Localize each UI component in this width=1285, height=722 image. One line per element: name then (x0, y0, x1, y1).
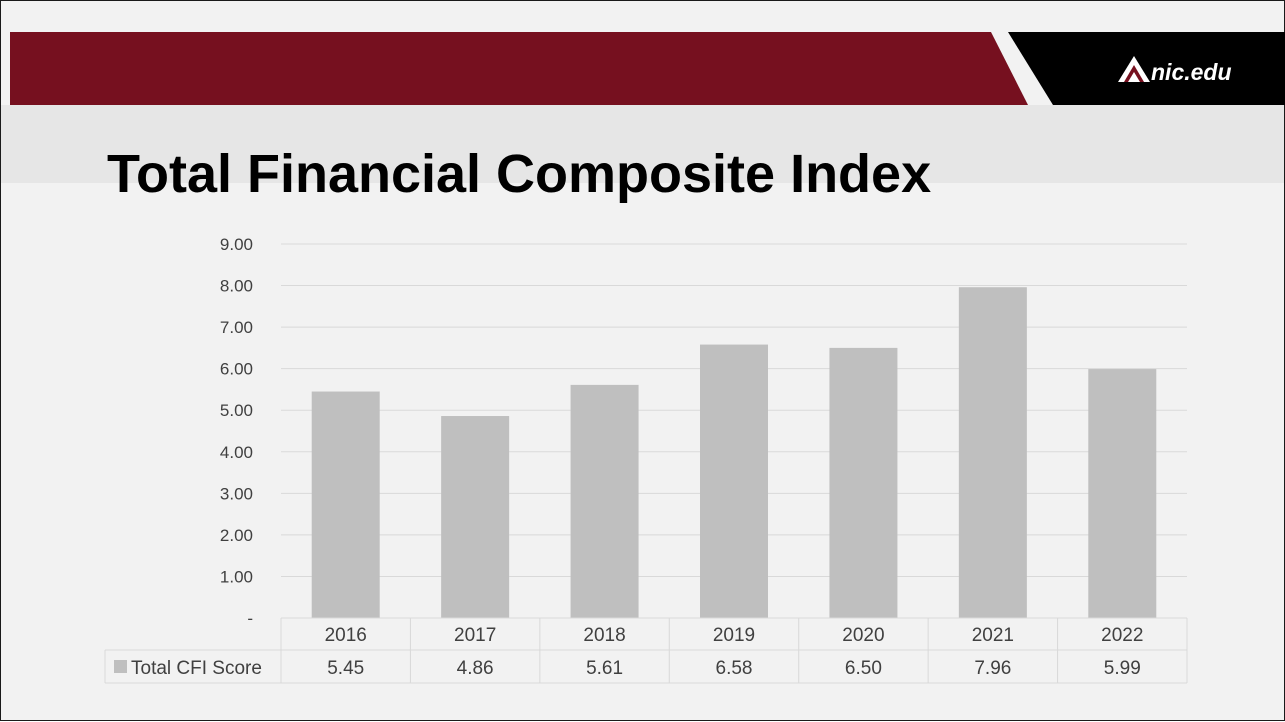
mountain-icon (1118, 56, 1150, 82)
bar (570, 384, 639, 618)
data-label: 4.86 (457, 658, 494, 679)
x-tick-label: 2019 (713, 625, 755, 646)
data-label: 5.45 (327, 658, 364, 679)
header-banner: nic.edu (10, 32, 1285, 105)
data-label: 6.50 (845, 658, 882, 679)
data-label: 5.61 (586, 658, 623, 679)
y-tick-label: 4.00 (220, 443, 253, 462)
y-tick-label: 2.00 (220, 526, 253, 545)
x-tick-label: 2016 (325, 625, 367, 646)
bar (700, 344, 768, 618)
y-tick-label: 3.00 (220, 484, 253, 503)
x-tick-label: 2018 (583, 625, 625, 646)
y-tick-label: 7.00 (220, 318, 253, 337)
y-tick-label: 1.00 (220, 567, 253, 586)
x-tick-label: 2022 (1101, 625, 1143, 646)
y-tick-label: 9.00 (220, 235, 253, 254)
bar (829, 347, 898, 618)
legend-swatch (114, 660, 127, 673)
y-tick-label: - (247, 609, 253, 628)
data-label: 6.58 (716, 658, 753, 679)
bar (311, 391, 380, 618)
y-tick-label: 5.00 (220, 401, 253, 420)
bar (958, 287, 1027, 618)
header-light-band (1, 105, 1284, 183)
legend-label: Total CFI Score (131, 658, 262, 679)
x-tick-label: 2020 (842, 625, 884, 646)
logo-background (1008, 32, 1285, 105)
bar (441, 416, 510, 618)
x-tick-label: 2021 (972, 625, 1014, 646)
y-tick-label: 6.00 (220, 360, 253, 379)
data-label: 7.96 (974, 658, 1011, 679)
header-red-band (10, 32, 1028, 105)
bar (1088, 369, 1157, 618)
data-label: 5.99 (1104, 658, 1141, 679)
logo-text: nic.edu (1151, 59, 1232, 85)
page-title: Total Financial Composite Index (107, 144, 932, 204)
y-tick-label: 8.00 (220, 277, 253, 296)
x-tick-label: 2017 (454, 625, 496, 646)
